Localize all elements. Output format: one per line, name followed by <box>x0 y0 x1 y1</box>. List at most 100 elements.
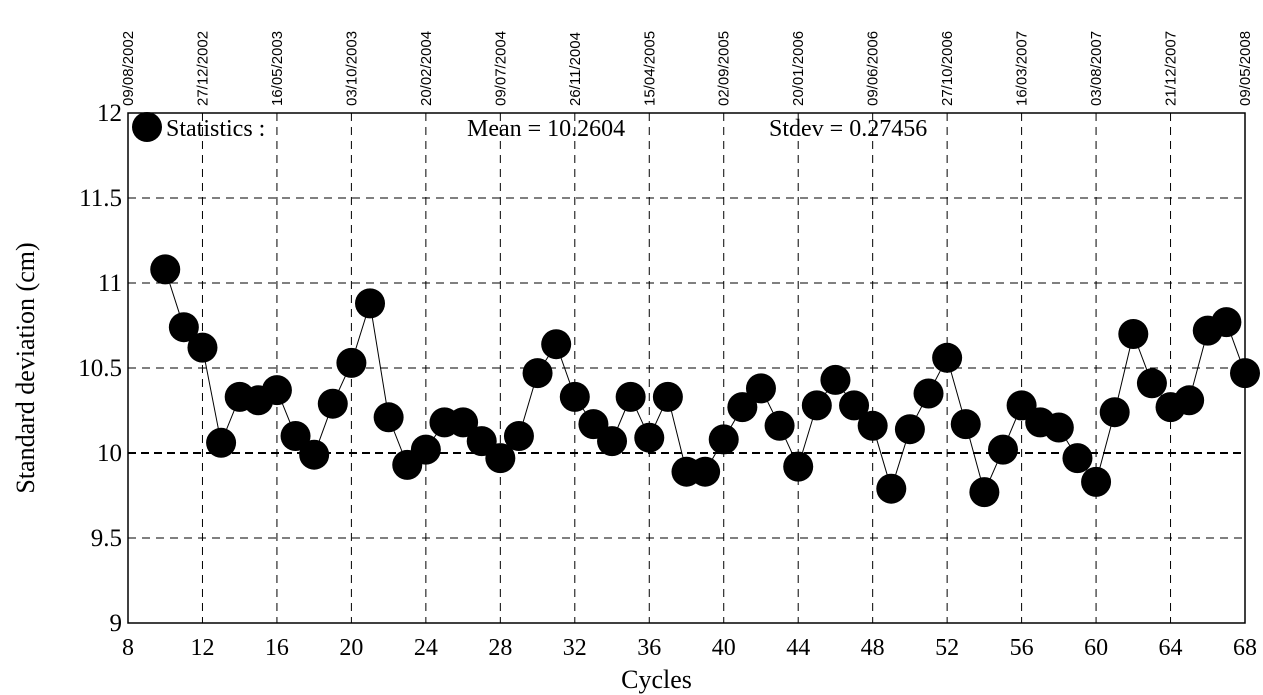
data-point <box>727 392 758 423</box>
date-tick-label: 16/03/2007 <box>1014 31 1031 106</box>
data-point <box>410 434 441 465</box>
date-tick-label: 26/11/2004 <box>567 32 584 106</box>
mean-label: Mean = 10.2604 <box>467 116 625 142</box>
data-point <box>299 439 330 470</box>
x-tick-label: 28 <box>488 635 512 661</box>
data-point <box>1062 443 1093 474</box>
date-tick-label: 27/10/2006 <box>939 31 956 106</box>
y-axis-ticks: 9 9.5 10 10.5 11 11.5 12 <box>78 100 122 637</box>
data-point <box>987 434 1018 465</box>
date-tick-label: 03/08/2007 <box>1088 31 1105 106</box>
data-point <box>932 342 963 373</box>
date-tick-label: 20/02/2004 <box>418 31 435 106</box>
x-tick-label: 56 <box>1010 635 1034 661</box>
data-point <box>206 427 237 458</box>
date-tick-label: 21/12/2007 <box>1163 31 1180 106</box>
data-point <box>373 402 404 433</box>
grid-lines <box>128 113 1245 623</box>
x-tick-label: 36 <box>637 635 661 661</box>
data-point <box>168 312 199 343</box>
data-point <box>1043 412 1074 443</box>
date-tick-label: 15/04/2005 <box>641 31 658 106</box>
data-point <box>634 422 665 453</box>
x-tick-label: 16 <box>265 635 289 661</box>
date-tick-label: 02/09/2005 <box>716 31 733 106</box>
y-tick-label: 9.5 <box>91 525 122 552</box>
date-tick-label: 09/06/2006 <box>865 31 882 106</box>
data-point <box>745 373 776 404</box>
date-tick-label: 20/01/2006 <box>790 31 807 106</box>
x-tick-label: 48 <box>861 635 885 661</box>
date-tick-label: 09/08/2002 <box>120 31 137 106</box>
data-point <box>1211 307 1242 338</box>
data-point <box>1136 368 1167 399</box>
x-axis-label: Cycles <box>621 665 692 694</box>
date-tick-label: 09/07/2004 <box>492 31 509 106</box>
y-tick-label: 10.5 <box>78 355 122 382</box>
x-tick-label: 8 <box>122 635 134 661</box>
data-point <box>950 409 981 440</box>
data-point <box>522 358 553 389</box>
data-point <box>336 347 367 378</box>
x-tick-label: 12 <box>190 635 214 661</box>
date-tick-label: 03/10/2003 <box>343 31 360 106</box>
y-axis-label: Standard deviation (cm) <box>11 242 40 493</box>
data-point <box>913 378 944 409</box>
legend-marker <box>132 112 162 142</box>
x-tick-label: 32 <box>563 635 587 661</box>
x-tick-label: 60 <box>1084 635 1108 661</box>
data-point <box>783 451 814 482</box>
data-point <box>1118 319 1149 349</box>
data-point <box>839 390 870 421</box>
data-point <box>1099 397 1130 428</box>
x-tick-label: 20 <box>339 635 363 661</box>
data-point <box>187 332 218 363</box>
data-point <box>876 473 907 504</box>
x-tick-label: 24 <box>414 635 438 661</box>
top-date-axis: 09/08/2002 27/12/2002 16/05/2003 03/10/2003… <box>120 31 1254 106</box>
plot-frame <box>127 112 1246 624</box>
y-tick-label: 11.5 <box>79 185 122 212</box>
data-point <box>820 364 851 395</box>
x-tick-label: 40 <box>712 635 736 661</box>
y-tick-label: 10 <box>97 440 122 467</box>
data-point <box>448 407 479 438</box>
x-tick-label: 64 <box>1159 635 1183 661</box>
data-point <box>764 410 795 441</box>
data-point <box>1174 385 1205 416</box>
data-point <box>150 254 181 285</box>
data-point <box>280 421 311 451</box>
data-point <box>857 410 888 441</box>
date-tick-label: 27/12/2002 <box>194 31 211 106</box>
y-tick-label: 12 <box>97 100 122 127</box>
x-tick-label: 52 <box>935 635 959 661</box>
data-point <box>894 414 925 445</box>
x-tick-label: 68 <box>1233 635 1257 661</box>
data-point <box>708 424 739 455</box>
statistics-legend: Statistics : Mean = 10.2604 Stdev = 0.27… <box>132 112 927 142</box>
x-tick-label: 44 <box>786 635 810 661</box>
data-point <box>559 381 590 412</box>
data-point <box>597 426 628 457</box>
y-tick-label: 9 <box>110 610 123 637</box>
y-tick-label: 11 <box>98 270 122 297</box>
date-tick-label: 09/05/2008 <box>1237 31 1254 106</box>
data-point <box>541 329 572 360</box>
legend-label: Statistics : <box>166 116 265 142</box>
stdev-label: Stdev = 0.27456 <box>769 116 927 142</box>
data-point <box>1081 466 1112 497</box>
data-point <box>615 381 646 412</box>
data-point <box>485 443 516 474</box>
data-point <box>801 390 832 421</box>
x-axis-ticks: 8 12 16 20 24 28 32 36 40 44 48 52 56 60 64 68 <box>122 635 1257 661</box>
data-point <box>1230 358 1260 389</box>
data-point <box>317 388 348 419</box>
data-point <box>969 477 1000 508</box>
date-tick-label: 16/05/2003 <box>269 31 286 106</box>
data-point <box>690 456 721 487</box>
data-point <box>261 375 292 406</box>
data-points <box>150 254 1260 508</box>
data-point <box>503 421 534 451</box>
data-point <box>355 288 386 319</box>
